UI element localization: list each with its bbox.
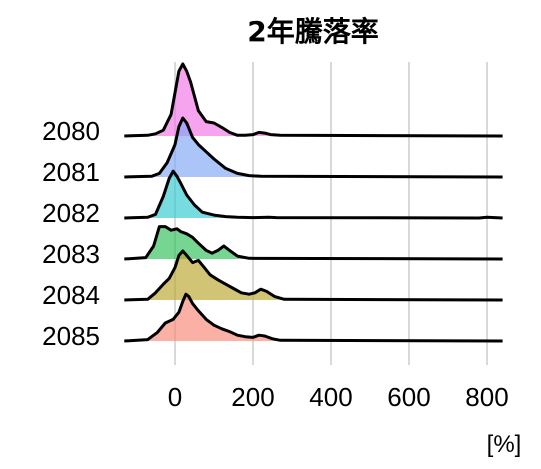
- x-tick-label: 400: [309, 382, 352, 412]
- y-tick-label: 2084: [42, 280, 100, 310]
- ridge-outline: [124, 62, 503, 138]
- x-tick-labels: 0 200 400 600 800: [168, 382, 509, 412]
- y-tick-label: 2083: [42, 239, 100, 269]
- ridge-2082: [124, 169, 503, 220]
- ridge-area: [124, 171, 503, 218]
- ridge-outline: [124, 225, 503, 261]
- y-tick-label: 2080: [42, 116, 100, 146]
- ridge-2080: [124, 62, 503, 138]
- y-tick-label: 2082: [42, 198, 100, 228]
- ridge-outline: [124, 292, 503, 343]
- grid-lines: [174, 62, 488, 365]
- ridge-2083: [124, 225, 503, 261]
- ridge-area: [124, 118, 503, 177]
- ridge-area: [124, 251, 503, 300]
- y-tick-label: 2085: [42, 321, 100, 351]
- y-tick-labels: 2080 2081 2082 2083 2084 2085: [42, 116, 100, 351]
- ridge-outline: [124, 249, 503, 302]
- ridges: [124, 62, 503, 343]
- ridge-2084: [124, 249, 503, 302]
- x-tick-label: 200: [231, 382, 274, 412]
- chart-title: 2年騰落率: [247, 15, 378, 48]
- x-tick-label: 0: [168, 382, 182, 412]
- ridge-2085: [124, 292, 503, 343]
- y-tick-label: 2081: [42, 157, 100, 187]
- ridge-2081: [124, 116, 503, 179]
- x-tick-label: 600: [387, 382, 430, 412]
- unit-label: [%]: [487, 431, 522, 458]
- ridge-outline: [124, 116, 503, 179]
- ridge-area: [124, 294, 503, 341]
- x-tick-label: 800: [465, 382, 508, 412]
- ridge-outline: [124, 169, 503, 220]
